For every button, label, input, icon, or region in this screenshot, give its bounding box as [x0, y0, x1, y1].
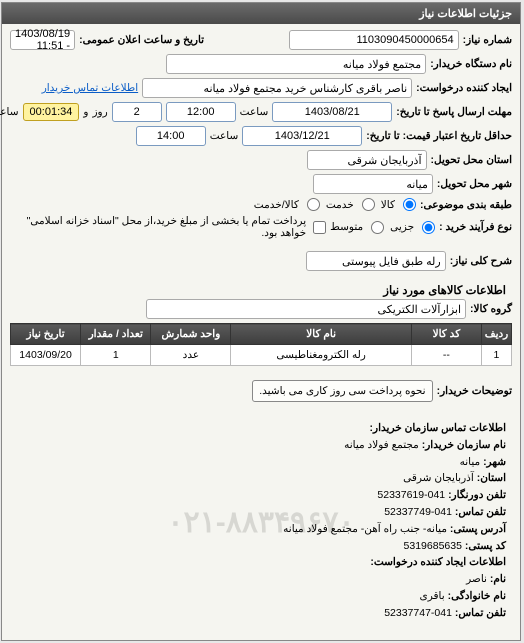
subject-type-service-label: خدمت: [327, 199, 355, 211]
col-qty: تعداد / مقدار: [82, 324, 152, 345]
deadline-date-input[interactable]: [273, 102, 393, 122]
cell-date: 1403/09/20: [12, 345, 82, 366]
validity-hour-label: ساعت: [211, 130, 240, 142]
req-title: اطلاعات ایجاد کننده درخواست:: [371, 556, 507, 568]
deadline-hour-label: ساعت: [241, 106, 270, 118]
panel-title: جزئیات اطلاعات نیاز: [3, 3, 521, 24]
buyer-contact-link[interactable]: اطلاعات تماس خریدار: [43, 82, 139, 94]
contact-phone-value: 041-52337747: [385, 607, 453, 619]
announce-label: تاریخ و ساعت اعلان عمومی:: [80, 34, 205, 46]
subject-type-goods-label: کالا: [382, 199, 396, 211]
cell-code: --: [412, 345, 482, 366]
cell-row: 1: [482, 345, 512, 366]
subject-type-goods-radio[interactable]: [404, 198, 417, 211]
need-number-value: 1103090450000654: [290, 30, 460, 50]
subject-type-both-radio[interactable]: [308, 198, 321, 211]
col-code: کد کالا: [412, 324, 482, 345]
deadline-label: مهلت ارسال پاسخ تا تاریخ:: [397, 106, 513, 118]
subject-type-service-radio[interactable]: [363, 198, 376, 211]
zip-value: 5319685635: [405, 540, 463, 552]
phone-label: تلفن تماس:: [456, 506, 507, 518]
process-type-medium-label: متوسط: [331, 221, 364, 233]
process-type-medium-radio[interactable]: [372, 221, 385, 234]
deadline-hour-input[interactable]: [167, 102, 237, 122]
col-row: ردیف: [482, 324, 512, 345]
validity-date-input[interactable]: [243, 126, 363, 146]
desc-label: شرح کلی نیاز:: [451, 255, 513, 267]
org-label: نام سازمان خریدار:: [423, 439, 507, 451]
deadline-remain-label: ساعت باقی مانده: [0, 106, 20, 118]
delivery-city-value: میانه: [314, 174, 434, 194]
city-value: میانه: [461, 456, 482, 468]
state-label: استان:: [478, 472, 507, 484]
contact-block: ۰۲۱-۸۸۳۴۹۶۷۰ اطلاعات تماس سازمان خریدار:…: [11, 412, 513, 634]
delivery-state-label: استان محل تحویل:: [432, 154, 513, 166]
validity-hour-input[interactable]: [137, 126, 207, 146]
need-details-panel: جزئیات اطلاعات نیاز شماره نیاز: 11030904…: [2, 2, 522, 641]
buyer-notes-value: نحوه پرداخت سی روز کاری می باشید.: [253, 380, 433, 402]
addr-value: میانه- جنب راه آهن- مجتمع فولاد میانه: [284, 523, 448, 535]
subject-type-both-label: کالا/خدمت: [255, 199, 300, 211]
treasury-checkbox[interactable]: [314, 221, 327, 234]
fax-label: تلفن دورنگار:: [449, 489, 507, 501]
process-type-small-radio[interactable]: [423, 221, 436, 234]
deadline-days-input[interactable]: [113, 102, 163, 122]
delivery-city-label: شهر محل تحویل:: [438, 178, 513, 190]
zip-label: کد پستی:: [466, 540, 507, 552]
state-value: آذربایجان شرقی: [404, 472, 475, 484]
cell-name: رله الکترومغناطیسی: [232, 345, 412, 366]
name-label: نام:: [491, 573, 507, 585]
goods-table: ردیف کد کالا نام کالا واحد شمارش تعداد /…: [11, 323, 513, 366]
family-label: نام خانوادگی:: [449, 590, 507, 602]
desc-value: رله طبق فایل پیوستی: [307, 251, 447, 271]
table-row: 1 -- رله الکترومغناطیسی عدد 1 1403/09/20: [12, 345, 513, 366]
subject-type-group: کالا خدمت کالا/خدمت: [255, 198, 417, 211]
goods-section-title: اطلاعات کالاهای مورد نیاز: [11, 275, 513, 299]
buyer-notes-label: توضیحات خریدار:: [438, 385, 513, 397]
device-name-value: مجتمع فولاد میانه: [167, 54, 427, 74]
goods-group-value: ابزارآلات الکتریکی: [147, 299, 467, 319]
process-type-small-label: جزیی: [391, 221, 415, 233]
phone-value: 041-52337749: [385, 506, 453, 518]
process-type-group: جزیی متوسط: [331, 221, 436, 234]
col-name: نام کالا: [232, 324, 412, 345]
form-area: شماره نیاز: 1103090450000654 تاریخ و ساع…: [3, 24, 521, 640]
name-value: ناصر: [467, 573, 488, 585]
validity-label: حداقل تاریخ اعتبار قیمت: تا تاریخ:: [367, 130, 513, 142]
city-label: شهر:: [484, 456, 507, 468]
process-type-label: نوع فرآیند خرید :: [440, 221, 513, 233]
contact-phone-label: تلفن تماس:: [456, 607, 507, 619]
treasury-checkbox-label: پرداخت تمام یا بخشی از مبلغ خرید،از محل …: [11, 215, 307, 239]
contact-title: اطلاعات تماس سازمان خریدار:: [371, 422, 507, 434]
goods-group-label: گروه کالا:: [471, 303, 513, 315]
need-number-label: شماره نیاز:: [464, 34, 513, 46]
subject-type-label: طبقه بندی موضوعی:: [421, 199, 513, 211]
countdown-badge: 00:01:34: [24, 103, 81, 121]
device-name-label: نام دستگاه خریدار:: [431, 58, 513, 70]
requester-value: ناصر باقری کارشناس خرید مجتمع فولاد میان…: [143, 78, 413, 98]
addr-label: آدرس پستی:: [451, 523, 507, 535]
col-unit: واحد شمارش: [152, 324, 232, 345]
requester-label: ایجاد کننده درخواست:: [417, 82, 513, 94]
announce-value: 1403/08/19 - 11:51: [11, 30, 76, 50]
deadline-day-label: روز: [93, 106, 108, 118]
cell-qty: 1: [82, 345, 152, 366]
fax-value: 041-52337619: [378, 489, 446, 501]
delivery-state-value: آذربایجان شرقی: [308, 150, 428, 170]
cell-unit: عدد: [152, 345, 232, 366]
org-value: مجتمع فولاد میانه: [345, 439, 420, 451]
family-value: باقری: [421, 590, 446, 602]
col-date: تاریخ نیاز: [12, 324, 82, 345]
deadline-and: و: [84, 106, 89, 118]
